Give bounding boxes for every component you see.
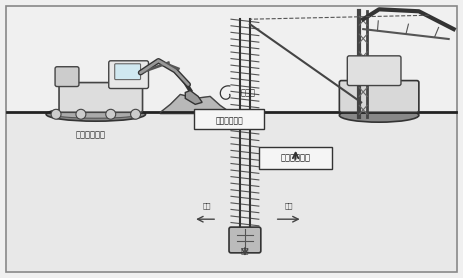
Circle shape [76, 109, 86, 119]
FancyBboxPatch shape [109, 61, 149, 88]
FancyBboxPatch shape [347, 56, 401, 86]
FancyBboxPatch shape [59, 83, 143, 112]
Circle shape [51, 109, 61, 119]
FancyBboxPatch shape [55, 67, 79, 86]
Circle shape [131, 109, 141, 119]
Ellipse shape [46, 107, 145, 121]
Text: 逆回転: 逆回転 [241, 88, 256, 97]
FancyBboxPatch shape [259, 147, 332, 169]
FancyBboxPatch shape [339, 81, 419, 112]
Ellipse shape [52, 110, 139, 118]
Text: オーガの上昇: オーガの上昇 [281, 153, 311, 162]
FancyBboxPatch shape [229, 227, 261, 253]
Ellipse shape [339, 108, 419, 122]
Text: 油圧ショベル: 油圧ショベル [76, 130, 106, 139]
FancyBboxPatch shape [194, 109, 264, 129]
Bar [7, 112, 456, 271]
Polygon shape [185, 91, 202, 104]
Text: 反力: 反力 [203, 203, 212, 209]
Text: 改良土の投入: 改良土の投入 [215, 117, 243, 126]
Text: 反力: 反力 [241, 247, 249, 254]
FancyBboxPatch shape [115, 64, 141, 80]
Text: 反力: 反力 [284, 203, 293, 209]
Circle shape [106, 109, 116, 119]
Polygon shape [160, 95, 230, 114]
